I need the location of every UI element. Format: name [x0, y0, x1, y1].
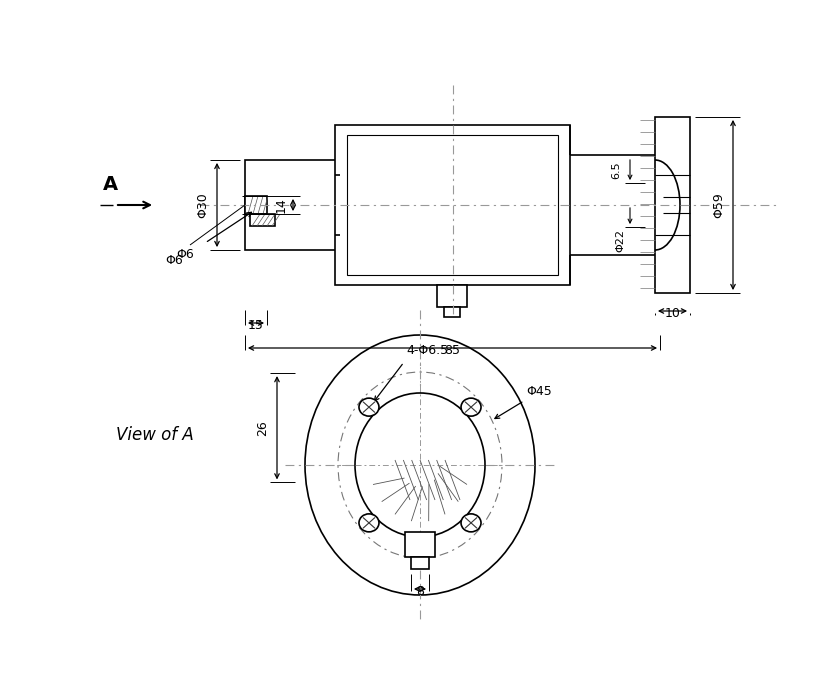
Bar — [250, 214, 275, 226]
Text: Φ6: Φ6 — [165, 254, 183, 267]
Text: 14: 14 — [275, 197, 287, 213]
Bar — [437, 285, 467, 307]
Text: Φ22: Φ22 — [615, 229, 625, 252]
Text: Φ30: Φ30 — [196, 192, 210, 218]
Text: 26: 26 — [256, 420, 270, 435]
Text: Φ45: Φ45 — [526, 385, 552, 398]
Ellipse shape — [461, 398, 481, 416]
Text: View of A: View of A — [116, 426, 194, 444]
Bar — [444, 307, 460, 317]
Text: Φ6: Φ6 — [176, 248, 194, 261]
Text: A: A — [103, 176, 118, 194]
Ellipse shape — [305, 335, 535, 595]
Bar — [335, 125, 570, 285]
Ellipse shape — [359, 514, 379, 532]
Ellipse shape — [461, 514, 481, 532]
Bar — [411, 557, 429, 569]
Text: 6.5: 6.5 — [611, 161, 621, 179]
Bar — [245, 196, 267, 214]
Text: Φ59: Φ59 — [712, 192, 726, 218]
Bar — [405, 532, 435, 557]
Text: 8: 8 — [416, 585, 424, 598]
Ellipse shape — [355, 393, 485, 537]
Text: 4-Φ6.5: 4-Φ6.5 — [406, 344, 448, 357]
Bar — [347, 135, 558, 275]
Text: 85: 85 — [444, 344, 460, 357]
Bar — [245, 160, 340, 250]
Bar — [655, 117, 690, 293]
Text: 10: 10 — [665, 307, 681, 320]
Text: 15: 15 — [248, 319, 264, 332]
Ellipse shape — [359, 398, 379, 416]
